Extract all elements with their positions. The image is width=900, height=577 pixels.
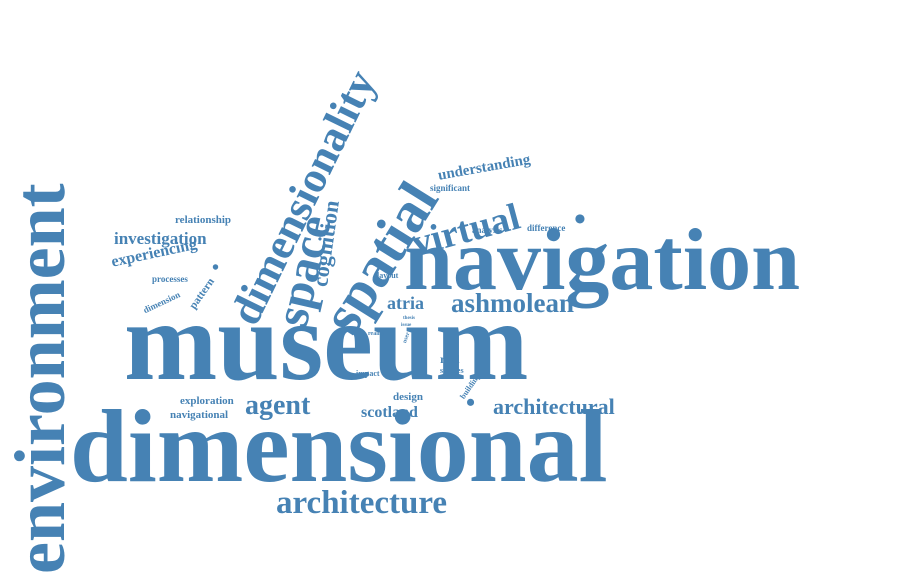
word-analysis: analysis xyxy=(472,225,503,235)
word-navigational: navigational xyxy=(170,409,229,421)
word-real: real xyxy=(440,352,460,366)
word-navigation: navigation xyxy=(404,212,801,309)
word-design: design xyxy=(393,391,423,403)
word-agent: agent xyxy=(245,390,311,421)
word-dot-i: • xyxy=(574,201,586,238)
word-relationship: relationship xyxy=(175,214,232,226)
word-issue: issue xyxy=(401,323,412,328)
word-environment: environment xyxy=(0,183,80,574)
word-thesis: thesis xyxy=(403,316,415,321)
word-exploration: exploration xyxy=(180,395,234,407)
word-processes: processes xyxy=(152,274,188,284)
word-studies: studies xyxy=(440,366,464,375)
word-investigation: investigation xyxy=(114,229,207,248)
word-architecture: architecture xyxy=(276,485,448,521)
word-impact: impact xyxy=(356,369,380,378)
word-dot-n: • xyxy=(212,257,220,279)
word-understanding: understanding xyxy=(436,151,532,184)
word-architectural: architectural xyxy=(493,394,615,419)
word-dimensional: dimensional xyxy=(70,389,608,504)
word-dot-o: • xyxy=(466,388,476,417)
word-scotland: scotland xyxy=(361,404,418,421)
word-difference: difference xyxy=(527,223,566,233)
word-museum: museum xyxy=(124,280,529,404)
word-ashmolean: ashmolean xyxy=(451,288,575,318)
word-atria: atria xyxy=(387,293,424,313)
word-layout: layout xyxy=(377,271,399,280)
word-reality: reality xyxy=(368,331,385,337)
word-significant: significant xyxy=(430,183,471,193)
